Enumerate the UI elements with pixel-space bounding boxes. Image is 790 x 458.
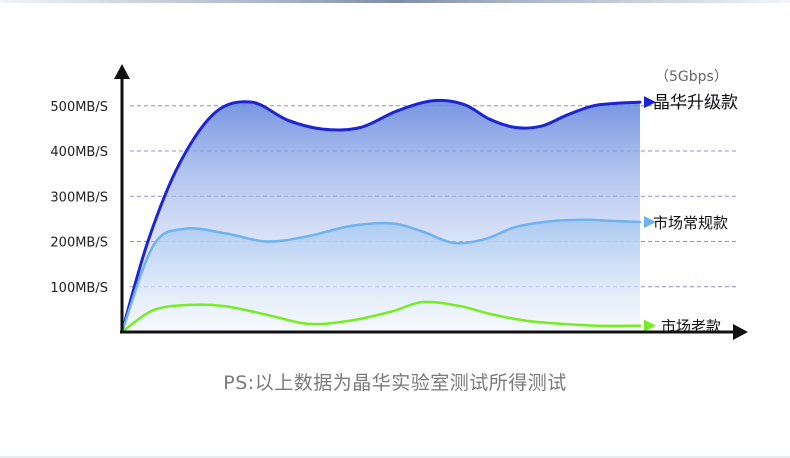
y-tick-label: 300MB/S [50, 190, 108, 205]
series-line-regular [120, 218, 642, 334]
y-tick-label: 500MB/S [50, 100, 108, 115]
tick-layer: 100MB/S 200MB/S 300MB/S 400MB/S 500MB/S [50, 100, 108, 296]
y-tick-label: 100MB/S [50, 281, 108, 296]
series-arrow-regular [644, 216, 656, 229]
fill-layer [122, 100, 640, 332]
series-arrow-upgrade [644, 96, 656, 109]
axis-layer [114, 64, 748, 340]
line-layer [120, 96, 656, 334]
top-edge-bar [0, 0, 790, 3]
bottom-edge-bar [0, 456, 790, 458]
series-label-upgrade: 晶华升级款 [653, 93, 738, 113]
y-tick-label: 200MB/S [50, 236, 108, 251]
y-axis-arrow [114, 64, 130, 79]
series-label-old: 市场老款 [661, 318, 721, 336]
series-area-regular [122, 219, 640, 332]
x-axis-arrow [733, 324, 748, 340]
series-line-upgrade [120, 98, 642, 334]
series-label-regular: 市场常规款 [653, 214, 728, 232]
footer-note: PS:以上数据为晶华实验室测试所得测试 [223, 372, 567, 394]
y-tick-label: 400MB/S [50, 145, 108, 160]
series-sublabel-upgrade: （5Gbps） [655, 69, 728, 85]
series-arrow-old [644, 319, 656, 332]
series-line-old [120, 300, 642, 334]
